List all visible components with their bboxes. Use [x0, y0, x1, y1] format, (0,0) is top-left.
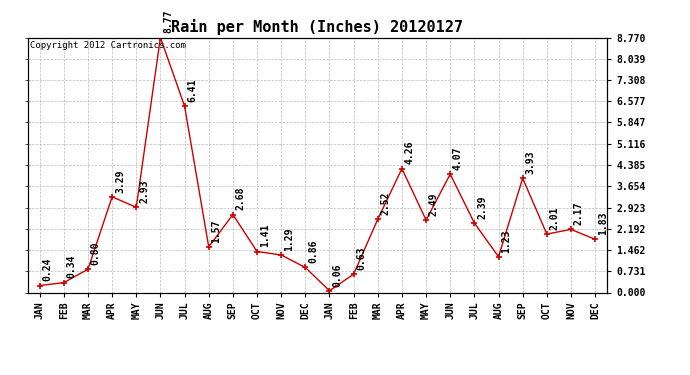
Text: 1.29: 1.29 [284, 227, 294, 251]
Text: 3.93: 3.93 [526, 151, 535, 174]
Text: 1.57: 1.57 [212, 219, 221, 243]
Text: 1.83: 1.83 [598, 211, 608, 235]
Title: Rain per Month (Inches) 20120127: Rain per Month (Inches) 20120127 [171, 19, 464, 35]
Text: 2.68: 2.68 [236, 187, 246, 210]
Text: 2.93: 2.93 [139, 180, 149, 203]
Text: 4.07: 4.07 [453, 147, 463, 170]
Text: 0.63: 0.63 [357, 246, 366, 270]
Text: 6.41: 6.41 [188, 78, 197, 102]
Text: 2.52: 2.52 [381, 192, 391, 215]
Text: 4.26: 4.26 [405, 141, 415, 165]
Text: Copyright 2012 Cartronics.com: Copyright 2012 Cartronics.com [30, 41, 186, 50]
Text: 8.77: 8.77 [164, 10, 173, 33]
Text: 0.86: 0.86 [308, 240, 318, 263]
Text: 1.23: 1.23 [502, 229, 511, 253]
Text: 3.29: 3.29 [115, 169, 125, 193]
Text: 0.24: 0.24 [43, 258, 52, 281]
Text: 0.80: 0.80 [91, 242, 101, 265]
Text: 2.17: 2.17 [574, 202, 584, 225]
Text: 2.49: 2.49 [429, 192, 439, 216]
Text: 2.01: 2.01 [550, 206, 560, 230]
Text: 2.39: 2.39 [477, 195, 487, 219]
Text: 1.41: 1.41 [260, 224, 270, 248]
Text: 0.34: 0.34 [67, 255, 77, 279]
Text: 0.06: 0.06 [333, 263, 342, 286]
